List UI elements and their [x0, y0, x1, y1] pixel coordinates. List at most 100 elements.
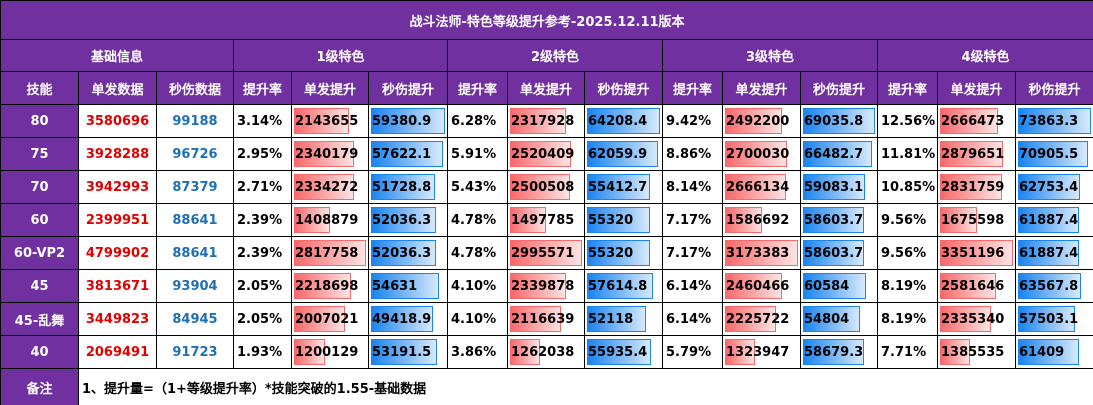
data-bar [510, 108, 566, 134]
bar-cell: 49418.9 [368, 302, 448, 336]
skill: 40 [0, 335, 79, 369]
data-bar [587, 108, 660, 134]
column-header: 技能 [0, 71, 79, 105]
data-bar [1018, 207, 1080, 233]
skill: 80 [0, 104, 79, 138]
value: 1385535 [941, 344, 1005, 360]
data-bar [371, 141, 443, 167]
column-header: 单发提升 [507, 71, 585, 105]
column-header: 提升率 [447, 71, 508, 105]
value: 2700030 [726, 146, 790, 162]
bar-cell: 52036.3 [368, 236, 448, 270]
data-bar [940, 108, 999, 134]
rate: 9.56% [877, 203, 938, 237]
bar-cell: 1262038 [507, 335, 585, 369]
value: 2218698 [295, 278, 359, 294]
skill: 75 [0, 137, 79, 171]
data-bar [725, 339, 756, 365]
value: 2460466 [726, 278, 790, 294]
base-value: 87379 [156, 170, 234, 204]
bar-cell: 69035.8 [800, 104, 878, 138]
bar-cell: 1408879 [291, 203, 369, 237]
data-bar [587, 339, 651, 365]
data-bar [510, 306, 561, 332]
bar-cell: 54804 [800, 302, 878, 336]
rate: 3.86% [447, 335, 508, 369]
data-bar [725, 108, 783, 134]
bar-cell: 73863.3 [1014, 104, 1093, 138]
data-bar [510, 240, 582, 266]
bar-cell: 59083.1 [800, 170, 878, 204]
bar-cell: 58679.3 [800, 335, 878, 369]
value: 3351196 [941, 245, 1005, 261]
base-value: 84945 [156, 302, 234, 336]
bar-cell: 52118 [584, 302, 663, 336]
data-bar [1018, 141, 1089, 167]
value: 61887.4 [1019, 245, 1079, 261]
bar-cell: 58603.7 [800, 203, 878, 237]
data-bar [803, 207, 865, 233]
bar-cell: 2500508 [507, 170, 585, 204]
bar-cell: 3351196 [937, 236, 1016, 270]
data-bar [803, 339, 865, 365]
group-header: 基础信息 [0, 39, 234, 72]
base-value: 88641 [156, 236, 234, 270]
rate: 2.05% [233, 302, 292, 336]
data-bar [725, 240, 798, 266]
column-header: 单发提升 [291, 71, 369, 105]
data-bar [940, 174, 1002, 200]
base-value: 2069491 [78, 335, 157, 369]
value: 55320 [588, 245, 634, 261]
data-bar [371, 207, 436, 233]
bar-cell: 2007021 [291, 302, 369, 336]
base-value: 96726 [156, 137, 234, 171]
data-bar [371, 240, 436, 266]
rate: 2.71% [233, 170, 292, 204]
data-bar [294, 207, 330, 233]
value: 52036.3 [372, 245, 432, 261]
rate: 8.14% [662, 170, 723, 204]
data-bar [587, 207, 650, 233]
data-bar [940, 273, 997, 299]
data-bar [294, 339, 325, 365]
column-header: 单发提升 [722, 71, 801, 105]
data-row: 80 3580696 99188 3.14% 2143655 59380.9 6.28% 23… [0, 104, 1093, 138]
rate: 3.14% [233, 104, 292, 138]
bar-cell: 70905.5 [1014, 137, 1093, 171]
value: 63567.8 [1019, 278, 1079, 294]
rate: 4.78% [447, 236, 508, 270]
value: 2116639 [511, 311, 575, 327]
value: 2581646 [941, 278, 1005, 294]
data-bar [725, 174, 787, 200]
value: 2817758 [295, 245, 359, 261]
column-header: 秒伤提升 [1014, 71, 1093, 105]
data-bar [725, 207, 762, 233]
rate: 6.14% [662, 269, 723, 303]
value: 58679.3 [804, 344, 864, 360]
value: 73863.3 [1019, 113, 1079, 129]
value: 54804 [804, 311, 850, 327]
bar-cell: 54631 [368, 269, 448, 303]
value: 2500508 [511, 179, 575, 195]
rate: 7.17% [662, 236, 723, 270]
value: 55320 [588, 212, 634, 228]
base-value: 91723 [156, 335, 234, 369]
bar-cell: 2520409 [507, 137, 585, 171]
skill: 70 [0, 170, 79, 204]
column-header: 单发数据 [78, 71, 157, 105]
note-label: 备注 [0, 368, 79, 405]
value: 1497785 [511, 212, 575, 228]
value: 2492200 [726, 113, 790, 129]
base-value: 2399951 [78, 203, 157, 237]
bar-cell: 1385535 [937, 335, 1016, 369]
data-bar [1018, 273, 1081, 299]
column-header: 提升率 [877, 71, 938, 105]
rate: 5.43% [447, 170, 508, 204]
rate: 7.71% [877, 335, 938, 369]
value: 2879651 [941, 146, 1005, 162]
data-bar [294, 240, 366, 266]
bar-cell: 2817758 [291, 236, 369, 270]
bar-cell: 2460466 [722, 269, 801, 303]
skill: 60-VP2 [0, 236, 79, 270]
value: 2831759 [941, 179, 1005, 195]
